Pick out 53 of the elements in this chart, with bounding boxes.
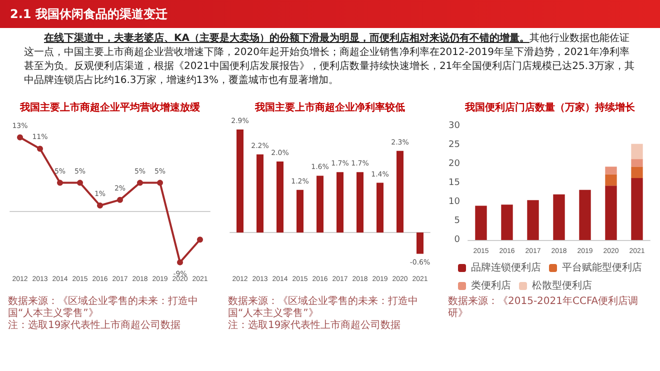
point: [177, 259, 183, 266]
y-tick-label: 10: [448, 197, 460, 207]
point: [37, 146, 43, 152]
bar: [475, 206, 487, 240]
y-tick-label: 5: [454, 216, 460, 226]
text: 在线下渠道中，夫妻老婆店、KA（主要是大卖场）的份额下滑最为明显，而便利店相对来说仍有不错的增量。: [44, 33, 530, 44]
point: [57, 180, 63, 186]
point: [97, 202, 103, 209]
y-tick-label: 15: [448, 178, 460, 188]
source-note: 数据来源：《2015-2021年CCFA便利店调研》: [448, 296, 640, 320]
chart-title: 我国主要上市商超企业净利率较低: [254, 102, 405, 114]
bar: [356, 172, 364, 232]
bar: [631, 178, 643, 240]
point: [77, 180, 83, 186]
bar: [276, 162, 284, 232]
y-tick-label: 20: [448, 159, 460, 169]
bar: [336, 172, 344, 232]
bar: [605, 166, 617, 174]
bar: [296, 190, 304, 232]
chart-title: 我国主要上市商超企业平均营收增速放缓: [19, 102, 201, 114]
point: [17, 134, 23, 140]
bar: [579, 190, 591, 240]
y-tick-label: 30: [448, 121, 460, 131]
bar: [631, 144, 643, 160]
bar: [376, 182, 384, 232]
source-note: 数据来源：《区域企业零售的未来：打造中国“人本主义零售”》: [8, 296, 199, 320]
bar: [527, 200, 539, 240]
legend-label: 品牌连锁便利店: [471, 262, 541, 274]
bar: [605, 174, 617, 186]
y-tick-label: 0: [454, 235, 460, 245]
source-note: 数据来源：《区域企业零售的未来：打造中国“人本主义零售”》: [228, 296, 419, 320]
bar: [631, 159, 643, 167]
bar: [553, 194, 565, 240]
point: [197, 236, 203, 243]
bar: [396, 150, 404, 232]
text: 2.1 我国休闲食品的渠道变迁: [0, 0, 660, 28]
legend-label: 松散型便利店: [532, 280, 592, 292]
bar: [605, 186, 617, 240]
bar: [501, 204, 513, 240]
bar: [316, 176, 324, 232]
text: 注：选取19家代表性上市商超公司数据: [228, 320, 402, 332]
bar: [631, 166, 643, 178]
legend-label: 类便利店: [471, 280, 511, 292]
point: [137, 180, 143, 186]
y-tick-label: 25: [448, 140, 460, 150]
point: [157, 180, 163, 186]
bar: [256, 154, 264, 232]
bar: [416, 232, 424, 254]
legend-label: 平台赋能型便利店: [562, 262, 642, 274]
text: 注：选取19家代表性上市商超公司数据: [8, 320, 182, 332]
chart-title: 我国便利店门店数量（万家）持续增长: [464, 102, 636, 114]
bar: [236, 130, 244, 232]
point: [117, 196, 123, 203]
